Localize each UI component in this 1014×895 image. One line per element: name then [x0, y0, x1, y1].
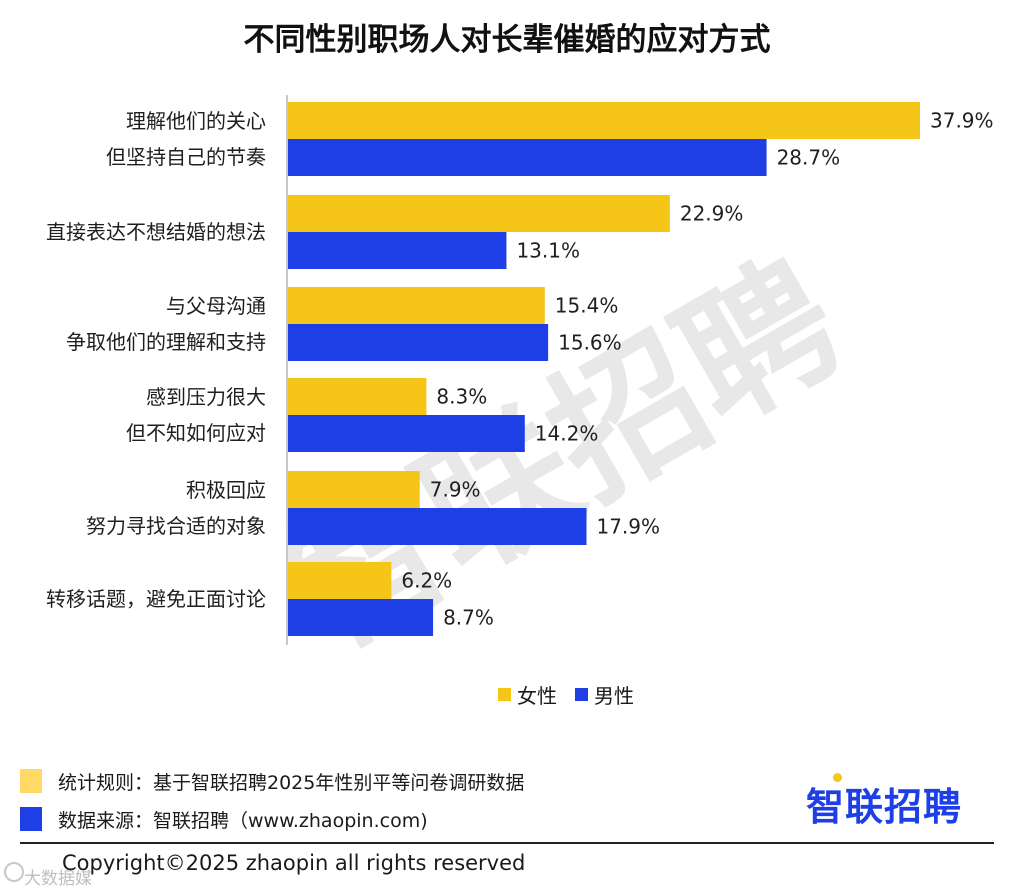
value-label-male-4: 17.9%: [596, 515, 660, 539]
bar-male-3: [288, 415, 525, 452]
value-label-male-2: 15.6%: [558, 331, 622, 355]
value-label-male-5: 8.7%: [443, 606, 494, 630]
note-swatch-yellow: [20, 769, 42, 793]
value-label-female-0: 37.9%: [930, 109, 994, 133]
value-label-female-5: 6.2%: [401, 569, 452, 593]
note-source-text: 数据来源：智联招聘（www.zhaopin.com): [58, 809, 428, 832]
bar-female-1: [288, 195, 670, 232]
notes: 统计规则：基于智联招聘2025年性别平等问卷调研数据 数据来源：智联招聘（www…: [20, 766, 524, 842]
media-watermark-icon: [4, 862, 24, 882]
category-label-0-0: 理解他们的关心: [126, 109, 266, 133]
bar-male-5: [288, 599, 434, 636]
category-label-2-1: 争取他们的理解和支持: [66, 330, 266, 354]
bars-group: 37.9% 28.7% 22.9% 13.1% 15.4% 15.6% 8.3% 14.2% 7…: [288, 102, 994, 636]
category-label-4-0: 积极回应: [186, 478, 266, 502]
logo-dot-icon: [833, 773, 842, 782]
bar-male-2: [288, 324, 549, 361]
bar-female-2: [288, 287, 545, 324]
value-label-male-3: 14.2%: [535, 422, 599, 446]
legend-label-female: 女性: [517, 684, 557, 708]
bar-female-4: [288, 471, 420, 508]
category-labels: 理解他们的关心但坚持自己的节奏直接表达不想结婚的想法与父母沟通争取他们的理解和支…: [46, 109, 266, 611]
value-label-female-3: 8.3%: [436, 385, 487, 409]
category-label-1-0: 直接表达不想结婚的想法: [46, 220, 266, 244]
bar-chart: 智联招聘 37.9%28.7%22.9%13.1%15.4%15.6%8.3%1…: [46, 95, 994, 670]
category-label-4-1: 努力寻找合适的对象: [86, 514, 266, 538]
bar-female-0: [288, 102, 920, 139]
value-label-female-2: 15.4%: [555, 294, 619, 318]
note-stat-rule: 统计规则：基于智联招聘2025年性别平等问卷调研数据: [20, 766, 524, 796]
category-label-0-1: 但坚持自己的节奏: [106, 145, 266, 169]
category-label-3-0: 感到压力很大: [146, 385, 266, 409]
category-label-2-0: 与父母沟通: [166, 294, 266, 318]
legend-swatch-female: [498, 688, 511, 701]
note-source: 数据来源：智联招聘（www.zhaopin.com): [20, 804, 524, 834]
legend-item-female: 女性: [498, 680, 557, 709]
bar-male-1: [288, 232, 507, 269]
zhaopin-logo: 智联招聘: [806, 785, 963, 829]
bar-male-4: [288, 508, 587, 545]
category-label-3-1: 但不知如何应对: [126, 421, 266, 445]
legend: 女性 男性: [498, 680, 634, 709]
chart-title: 不同性别职场人对长辈催婚的应对方式: [243, 22, 771, 58]
legend-item-male: 男性: [575, 680, 634, 709]
note-swatch-blue: [20, 807, 42, 831]
value-label-male-0: 28.7%: [777, 146, 841, 170]
note-stat-rule-text: 统计规则：基于智联招聘2025年性别平等问卷调研数据: [58, 771, 525, 794]
footer-divider: [20, 842, 994, 844]
value-label-male-1: 13.1%: [516, 239, 580, 263]
bar-female-5: [288, 562, 392, 599]
value-label-female-1: 22.9%: [680, 202, 744, 226]
category-label-5-0: 转移话题，避免正面讨论: [46, 587, 266, 611]
copyright: Copyright©2025 zhaopin all rights reserv…: [62, 851, 526, 875]
media-watermark: 大数据媒: [24, 869, 92, 889]
value-label-female-4: 7.9%: [430, 478, 481, 502]
legend-label-male: 男性: [594, 684, 634, 708]
bar-female-3: [288, 378, 427, 415]
legend-swatch-male: [575, 688, 588, 701]
bar-male-0: [288, 139, 767, 176]
